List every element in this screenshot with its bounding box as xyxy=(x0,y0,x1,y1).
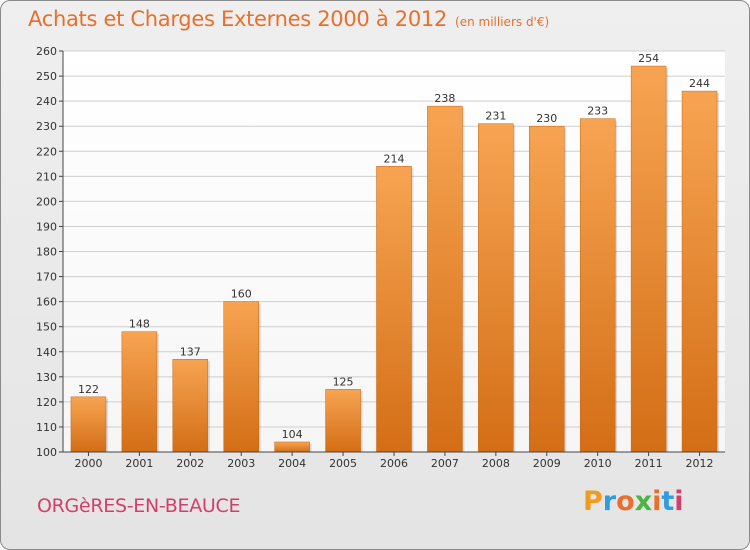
logo-letter: o xyxy=(616,486,635,517)
logo-letter: i xyxy=(674,486,684,517)
bar-2012 xyxy=(681,90,718,453)
x-tick-label: 2001 xyxy=(125,457,153,470)
bar-2000 xyxy=(70,396,107,453)
bar-value-label: 231 xyxy=(485,110,506,123)
x-tick-label: 2008 xyxy=(482,457,510,470)
bar-value-label: 122 xyxy=(78,383,99,396)
bar-value-label: 104 xyxy=(282,428,303,441)
bar-value-label: 125 xyxy=(333,375,354,388)
bar-value-label: 160 xyxy=(231,288,252,301)
bar-value-label: 244 xyxy=(689,77,710,90)
y-tick-label: 110 xyxy=(36,421,57,434)
logo-letter: r xyxy=(602,486,617,517)
y-tick-label: 260 xyxy=(36,45,57,58)
y-tick-label: 170 xyxy=(36,271,57,284)
y-axis-ticks: 100 110 120 130 140 150 160 170 180 190 200 210 220 2… xyxy=(36,45,63,459)
logo-letter: i xyxy=(652,486,662,517)
bar-2003 xyxy=(223,301,259,453)
bar-2009 xyxy=(529,125,565,453)
bar-value-label: 254 xyxy=(638,52,659,65)
bar-2001 xyxy=(121,331,158,453)
bar-value-label: 233 xyxy=(587,105,608,118)
x-tick-label: 2003 xyxy=(227,457,255,470)
bar-2002 xyxy=(172,359,209,453)
logo-letter: P xyxy=(583,486,603,517)
y-tick-label: 140 xyxy=(36,346,57,359)
chart-unit: (en milliers d'€) xyxy=(455,15,550,29)
y-tick-label: 160 xyxy=(36,296,57,309)
x-tick-label: 2002 xyxy=(176,457,204,470)
x-tick-label: 2007 xyxy=(431,457,459,470)
y-tick-label: 190 xyxy=(36,220,57,233)
y-tick-label: 200 xyxy=(36,195,57,208)
chart-title-text: Achats et Charges Externes 2000 à 2012 xyxy=(28,7,448,31)
y-tick-label: 150 xyxy=(36,321,57,334)
bar-2004 xyxy=(274,441,310,453)
x-tick-label: 2004 xyxy=(278,457,306,470)
y-tick-label: 210 xyxy=(36,170,57,183)
y-tick-label: 130 xyxy=(36,371,57,384)
chart-title: Achats et Charges Externes 2000 à 2012 (e… xyxy=(28,7,549,31)
x-tick-label: 2011 xyxy=(635,457,663,470)
logo-letter: t xyxy=(661,486,675,517)
y-tick-label: 180 xyxy=(36,246,57,259)
bar-value-label: 230 xyxy=(536,112,557,125)
commune-name: ORGèRES-EN-BEAUCE xyxy=(37,495,241,517)
x-tick-label: 2012 xyxy=(686,457,714,470)
x-tick-label: 2006 xyxy=(380,457,408,470)
x-tick-label: 2010 xyxy=(584,457,612,470)
x-tick-label: 2000 xyxy=(74,457,102,470)
bars: 122 148 137 160 104 125 214 238 231 230 233 254 244 xyxy=(70,52,720,453)
bar-2007 xyxy=(427,105,463,453)
y-tick-label: 240 xyxy=(36,95,57,108)
x-axis-ticks: 2000 2001 2002 2003 2004 2005 2006 2007 2008 2009… xyxy=(74,452,714,470)
y-tick-label: 120 xyxy=(36,396,57,409)
logo-letter: x xyxy=(634,486,653,517)
bar-value-label: 214 xyxy=(384,152,405,165)
bar-2010 xyxy=(579,118,616,453)
bar-2006 xyxy=(376,166,412,453)
y-tick-label: 230 xyxy=(36,120,57,133)
x-tick-label: 2005 xyxy=(329,457,357,470)
bar-value-label: 238 xyxy=(434,92,455,105)
y-tick-label: 100 xyxy=(36,446,57,459)
proxiti-logo: Proxiti xyxy=(583,486,684,517)
bar-2008 xyxy=(478,123,514,453)
bar-value-label: 137 xyxy=(180,345,201,358)
y-tick-label: 250 xyxy=(36,70,57,83)
bar-2005 xyxy=(325,389,361,453)
bar-value-label: 148 xyxy=(129,318,150,331)
y-tick-label: 220 xyxy=(36,145,57,158)
x-tick-label: 2009 xyxy=(533,457,561,470)
bar-2011 xyxy=(630,65,667,453)
